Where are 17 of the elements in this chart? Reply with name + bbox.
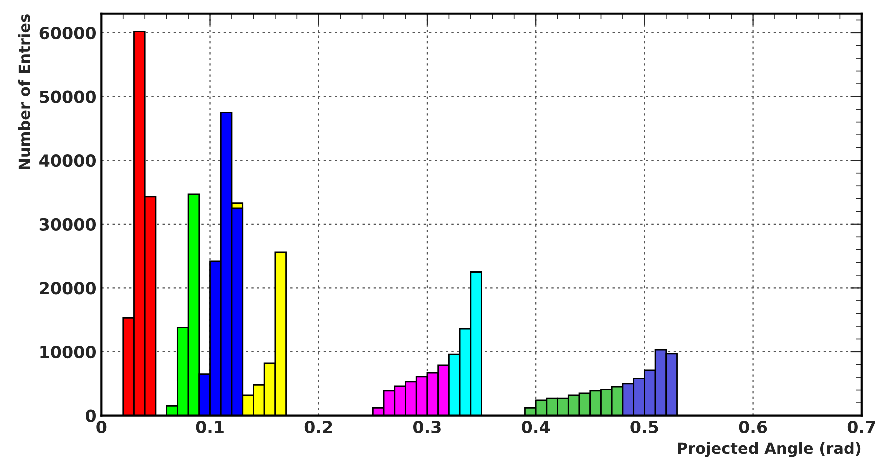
y-tick-label: 10000 <box>40 346 96 359</box>
y-tick-label: 50000 <box>40 90 96 104</box>
x-tick-label: 0.1 <box>196 420 224 434</box>
y-tick-label: 40000 <box>40 154 96 168</box>
x-axis-title: Projected Angle (rad) <box>678 442 861 458</box>
y-tick-label: 20000 <box>40 282 96 295</box>
y-axis-title: Number of Entries <box>18 14 30 170</box>
x-tick-label: 0.3 <box>414 420 441 434</box>
x-tick-label: 0.6 <box>739 420 768 434</box>
x-tick-label: 0 <box>96 420 107 434</box>
x-tick-label: 0.2 <box>304 420 332 434</box>
x-tick-label: 0.7 <box>848 420 876 434</box>
y-tick-label: 30000 <box>40 218 96 231</box>
x-tick-label: 0.5 <box>630 420 658 434</box>
y-tick-label: 0 <box>86 410 96 422</box>
y-tick-label: 60000 <box>40 26 96 40</box>
x-tick-label: 0.4 <box>522 420 550 434</box>
